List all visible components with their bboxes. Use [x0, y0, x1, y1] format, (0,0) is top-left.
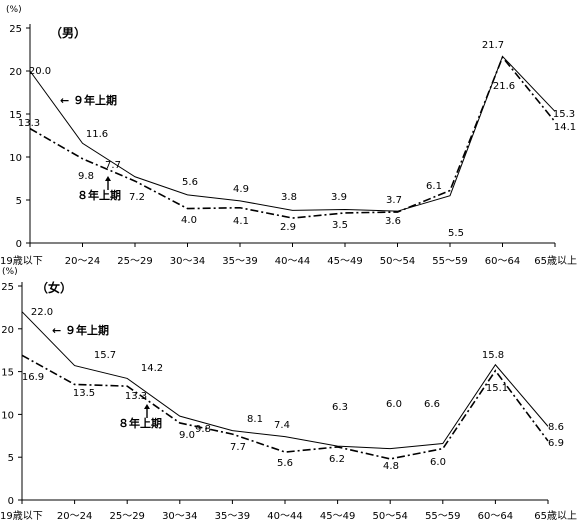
x-tick-label: 65歳以上	[534, 255, 577, 267]
x-tick-label: 35～39	[215, 511, 250, 522]
data-label: 20.0	[29, 66, 51, 77]
series-name: ９年上期	[65, 323, 109, 337]
series-annotation-9: ← ９年上期	[52, 323, 109, 337]
x-tick-label: 20～24	[57, 511, 92, 522]
data-label: 13.3	[18, 118, 40, 129]
x-tick-label: 35～39	[222, 256, 257, 267]
data-label: 8.6	[548, 422, 564, 433]
data-label: 14.2	[141, 363, 163, 374]
data-label: 3.7	[386, 195, 402, 206]
data-label: 9.8	[78, 171, 94, 182]
y-unit-label: (%)	[2, 267, 18, 277]
data-label: 13.3	[125, 391, 147, 402]
data-label: 4.1	[233, 216, 249, 227]
up-arrow-head-icon	[105, 176, 111, 181]
x-tick-label: 45～49	[327, 256, 362, 267]
x-tick-label: 19歳以下	[0, 510, 43, 522]
data-label: 6.9	[548, 438, 564, 449]
x-tick-label: 60～64	[485, 256, 520, 267]
data-label: 3.8	[281, 192, 297, 203]
data-label: 5.6	[182, 177, 198, 188]
data-label: 6.0	[430, 457, 446, 468]
x-tick-label: 25～29	[117, 256, 152, 267]
series-line-9	[29, 55, 556, 212]
series-name: ９年上期	[73, 93, 117, 107]
x-tick-label: 40～44	[267, 511, 302, 522]
data-label: 11.6	[86, 129, 108, 140]
y-tick-label: 10	[9, 153, 22, 164]
x-tick-label: 55～59	[425, 511, 460, 522]
x-tick-label: 50～54	[372, 511, 407, 522]
x-tick-label: 30～34	[170, 256, 205, 267]
data-label: 3.6	[385, 216, 401, 227]
data-label: 15.1	[486, 383, 508, 394]
y-unit-label: (%)	[6, 5, 22, 15]
series-line-8	[21, 354, 549, 460]
data-label: 14.1	[554, 122, 576, 133]
data-label: 4.9	[233, 184, 249, 195]
data-label: 15.8	[482, 350, 504, 361]
y-tick-label: 10	[1, 410, 14, 421]
x-tick-label: 30～34	[162, 511, 197, 522]
data-label: 7.4	[274, 420, 290, 431]
up-arrow-head-icon	[144, 404, 150, 409]
data-label: 22.0	[31, 307, 53, 318]
data-label: 13.5	[73, 388, 95, 399]
data-label: 8.1	[247, 414, 263, 425]
x-tick-label: 60～64	[478, 511, 513, 522]
y-tick-label: 25	[9, 24, 22, 35]
y-tick-label: 20	[9, 67, 22, 78]
x-tick-label: 20～24	[65, 256, 100, 267]
y-tick-label: 0	[8, 496, 14, 507]
x-tick-label: 65歳以上	[534, 510, 577, 522]
y-tick-label: 15	[1, 368, 14, 379]
y-tick-label: 20	[1, 325, 14, 336]
data-label: 15.3	[553, 109, 575, 120]
x-tick-label: 50～54	[380, 256, 415, 267]
data-label: 7.7	[230, 442, 246, 453]
data-label: 6.0	[386, 399, 402, 410]
series-annotation-9: ← ９年上期	[60, 93, 117, 107]
x-tick-label: 40～44	[275, 256, 310, 267]
data-label: 6.2	[329, 454, 345, 465]
chart-title: （男）	[50, 25, 86, 40]
x-tick-label: 45～49	[320, 511, 355, 522]
y-tick-label: 25	[1, 282, 14, 293]
data-label: 7.7	[105, 160, 121, 171]
data-label: 5.5	[448, 228, 464, 239]
x-tick-label: 19歳以下	[0, 255, 43, 267]
data-label: 7.2	[129, 192, 145, 203]
data-label: 16.9	[22, 372, 44, 383]
y-tick-label: 15	[9, 110, 22, 121]
series-annotation-8: ８年上期	[77, 188, 121, 202]
y-tick-label: 0	[16, 239, 22, 250]
data-label: 4.0	[181, 215, 197, 226]
data-label: 9.8	[195, 424, 211, 435]
y-tick-label: 5	[8, 453, 14, 464]
data-label: 6.1	[426, 181, 442, 192]
data-label: 21.6	[493, 81, 515, 92]
data-label: 5.6	[277, 458, 293, 469]
data-label: 21.7	[482, 40, 504, 51]
data-label: 9.0	[179, 430, 195, 441]
data-label: 4.8	[383, 461, 399, 472]
data-label: 3.9	[331, 192, 347, 203]
series-line-8	[29, 55, 556, 219]
left-arrow-icon: ←	[60, 94, 73, 107]
data-label: 3.5	[332, 220, 348, 231]
x-tick-label: 25～29	[109, 511, 144, 522]
left-arrow-icon: ←	[52, 324, 65, 337]
data-label: 15.7	[94, 350, 116, 361]
series-annotation-8: ８年上期	[118, 416, 162, 430]
y-tick-label: 5	[16, 196, 22, 207]
data-label: 2.9	[280, 222, 296, 233]
x-tick-label: 55～59	[432, 256, 467, 267]
series-line-9	[21, 311, 549, 450]
data-label: 6.3	[332, 402, 348, 413]
data-label: 6.6	[424, 399, 440, 410]
chart-title: （女）	[36, 280, 72, 295]
